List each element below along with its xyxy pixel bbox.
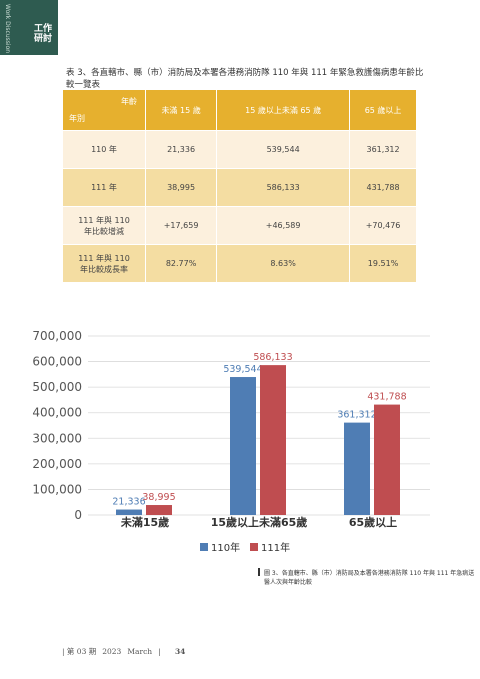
table-cell: 38,995 xyxy=(144,168,218,207)
bar xyxy=(146,505,172,515)
y-tick-label: 300,000 xyxy=(32,431,82,445)
table-cell: +70,476 xyxy=(349,206,417,245)
value-label: 586,133 xyxy=(253,352,292,363)
legend-label: 111年 xyxy=(261,541,290,554)
legend-swatch xyxy=(250,543,258,551)
section-tab: Work Discussion 工作研討 xyxy=(0,0,58,55)
column-header: 15 歲以上未滿 65 歲 xyxy=(216,89,351,131)
column-header: 65 歲以上 xyxy=(349,89,417,131)
bar xyxy=(344,422,370,515)
y-tick-label: 400,000 xyxy=(32,406,82,420)
value-label: 21,336 xyxy=(112,497,145,508)
bar xyxy=(116,509,142,515)
bar xyxy=(374,404,400,515)
y-tick-label: 200,000 xyxy=(32,457,82,471)
legend-swatch xyxy=(200,543,208,551)
header-row: 年齡 年別 未滿 15 歲 15 歲以上未滿 65 歲 65 歲以上 xyxy=(62,89,417,131)
table-cell: 82.77% xyxy=(144,244,218,283)
x-tick-label: 65歲以上 xyxy=(349,515,397,529)
table-cell: +46,589 xyxy=(216,206,351,245)
table-cell: 111 年與 110 年比較增減 xyxy=(62,206,146,245)
bar xyxy=(260,365,286,515)
section-en: Work Discussion xyxy=(4,4,11,54)
x-tick-label: 15歲以上未滿65歲 xyxy=(211,515,308,529)
corner-bottom: 年別 xyxy=(69,114,85,123)
month: March xyxy=(127,647,153,656)
table-cell: +17,659 xyxy=(144,206,218,245)
table-cell: 586,133 xyxy=(216,168,351,207)
corner-cell: 年齡年別 xyxy=(62,89,146,131)
caption: 圖 3、各直轄市、縣（市）消防局及本署各港務消防隊 110 年與 111 年急病… xyxy=(264,570,475,586)
caption-marker xyxy=(258,568,260,576)
y-tick-label: 600,000 xyxy=(32,355,82,369)
table-cell: 110 年 xyxy=(62,130,146,169)
table-cell: 431,788 xyxy=(349,168,417,207)
page-number: 34 xyxy=(174,647,186,656)
issue: 第 03 期 xyxy=(66,647,97,656)
value-label: 361,312 xyxy=(337,410,376,421)
table-row: 111 年與 110 年比較成長率 82.77% 8.63% 19.51% xyxy=(62,244,417,283)
y-tick-label: 0 xyxy=(74,508,82,522)
table-cell: 8.63% xyxy=(216,244,351,283)
year: 2023 xyxy=(102,647,122,656)
y-tick-label: 500,000 xyxy=(32,380,82,394)
table-row: 110 年 21,336 539,544 361,312 xyxy=(62,130,417,169)
table-row: 111 年與 110 年比較增減 +17,659 +46,589 +70,476 xyxy=(62,206,417,245)
bar xyxy=(230,377,256,515)
table-cell: 539,544 xyxy=(216,130,351,169)
table-cell: 361,312 xyxy=(349,130,417,169)
table-cell: 21,336 xyxy=(144,130,218,169)
table: 年齡 年別 未滿 15 歲 15 歲以上未滿 65 歲 65 歲以上 110 年 21,33… xyxy=(62,89,417,283)
y-tick-label: 100,000 xyxy=(32,482,82,496)
table-title: 表 3、各直轄市、縣（市）消防局及本署各港務消防隊 110 年與 111 年緊急… xyxy=(66,68,424,90)
legend-label: 110年 xyxy=(211,541,240,554)
value-label: 38,995 xyxy=(142,492,175,503)
value-label: 539,544 xyxy=(223,364,262,375)
footer: | 第 03 期 2023 March | 34 xyxy=(62,647,186,656)
corner-top: 年齡 xyxy=(121,97,137,106)
section-title: 工作研討 xyxy=(34,24,53,44)
x-tick-label: 未滿15歲 xyxy=(120,515,169,529)
y-tick-label: 700,000 xyxy=(32,329,82,343)
value-label: 431,788 xyxy=(367,392,406,403)
table-cell: 19.51% xyxy=(349,244,417,283)
table-row: 111 年 38,995 586,133 431,788 xyxy=(62,168,417,207)
